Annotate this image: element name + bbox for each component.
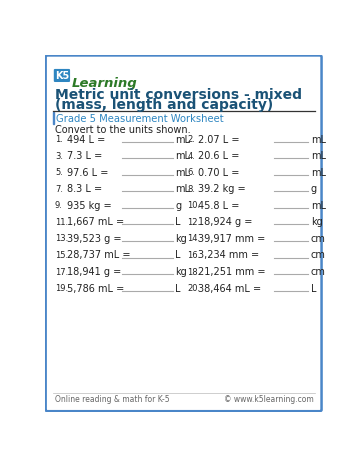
Text: L: L	[311, 283, 316, 293]
Text: 5.: 5.	[55, 168, 63, 177]
Text: 21,251 mm =: 21,251 mm =	[198, 267, 266, 276]
Text: 11.: 11.	[55, 218, 68, 226]
Text: 14.: 14.	[187, 234, 201, 243]
Text: 10.: 10.	[187, 201, 201, 210]
Text: 39,523 g =: 39,523 g =	[66, 233, 121, 244]
Text: cm: cm	[311, 250, 326, 260]
Text: 6.: 6.	[187, 168, 195, 177]
Text: 8.3 L =: 8.3 L =	[66, 184, 102, 194]
Text: mL: mL	[175, 134, 190, 144]
Text: mL: mL	[311, 200, 326, 210]
Text: 8.: 8.	[187, 184, 195, 194]
Text: 20.: 20.	[187, 283, 201, 293]
Text: 0.70 L =: 0.70 L =	[198, 167, 240, 177]
Text: (mass, length and capacity): (mass, length and capacity)	[55, 98, 273, 112]
Text: 45.8 L =: 45.8 L =	[198, 200, 240, 210]
Text: 9.: 9.	[55, 201, 63, 210]
Text: mL: mL	[311, 151, 326, 161]
Text: L: L	[175, 217, 181, 227]
Text: 16.: 16.	[187, 250, 201, 259]
Text: g: g	[311, 184, 317, 194]
Text: 39.2 kg =: 39.2 kg =	[198, 184, 246, 194]
Text: Learning: Learning	[71, 77, 137, 90]
Text: 28,737 mL =: 28,737 mL =	[66, 250, 130, 260]
Text: cm: cm	[311, 233, 326, 244]
Text: 38,464 mL =: 38,464 mL =	[198, 283, 261, 293]
Text: 4.: 4.	[187, 151, 195, 160]
Text: 17.: 17.	[55, 267, 68, 276]
Text: 1.: 1.	[55, 135, 63, 144]
Bar	[53, 113, 54, 125]
Text: Online reading & math for K-5: Online reading & math for K-5	[55, 394, 169, 403]
Text: 3,234 mm =: 3,234 mm =	[198, 250, 260, 260]
Text: 7.: 7.	[55, 184, 63, 194]
Text: mL: mL	[311, 167, 326, 177]
Text: 18.: 18.	[187, 267, 201, 276]
Text: 15.: 15.	[55, 250, 68, 259]
Text: cm: cm	[311, 267, 326, 276]
Text: 2.: 2.	[187, 135, 195, 144]
Text: 39,917 mm =: 39,917 mm =	[198, 233, 266, 244]
Text: L: L	[175, 283, 181, 293]
Text: 19.: 19.	[55, 283, 68, 293]
Text: kg: kg	[175, 233, 187, 244]
Text: mL: mL	[175, 167, 190, 177]
Text: 13.: 13.	[55, 234, 68, 243]
Text: 5,786 mL =: 5,786 mL =	[66, 283, 124, 293]
Text: 20.6 L =: 20.6 L =	[198, 151, 240, 161]
Text: 97.6 L =: 97.6 L =	[66, 167, 108, 177]
Text: 935 kg =: 935 kg =	[66, 200, 111, 210]
FancyBboxPatch shape	[54, 70, 70, 83]
Text: Grade 5 Measurement Worksheet: Grade 5 Measurement Worksheet	[56, 113, 224, 124]
Text: 2.07 L =: 2.07 L =	[198, 134, 240, 144]
Text: mL: mL	[175, 151, 190, 161]
Text: K5: K5	[55, 71, 69, 81]
Text: kg: kg	[311, 217, 322, 227]
Text: kg: kg	[175, 267, 187, 276]
Text: 18,941 g =: 18,941 g =	[66, 267, 121, 276]
Text: g: g	[175, 200, 181, 210]
Text: 18,924 g =: 18,924 g =	[198, 217, 253, 227]
Text: © www.k5learning.com: © www.k5learning.com	[224, 394, 314, 403]
Text: 494 L =: 494 L =	[66, 134, 105, 144]
Text: 3.: 3.	[55, 151, 63, 160]
Text: 7.3 L =: 7.3 L =	[66, 151, 102, 161]
Text: L: L	[175, 250, 181, 260]
FancyBboxPatch shape	[46, 56, 322, 411]
Text: Metric unit conversions - mixed: Metric unit conversions - mixed	[55, 88, 302, 102]
Text: 12.: 12.	[187, 218, 201, 226]
Text: mL: mL	[175, 184, 190, 194]
Text: 1,667 mL =: 1,667 mL =	[66, 217, 124, 227]
Text: Convert to the units shown.: Convert to the units shown.	[55, 125, 191, 135]
Text: mL: mL	[311, 134, 326, 144]
